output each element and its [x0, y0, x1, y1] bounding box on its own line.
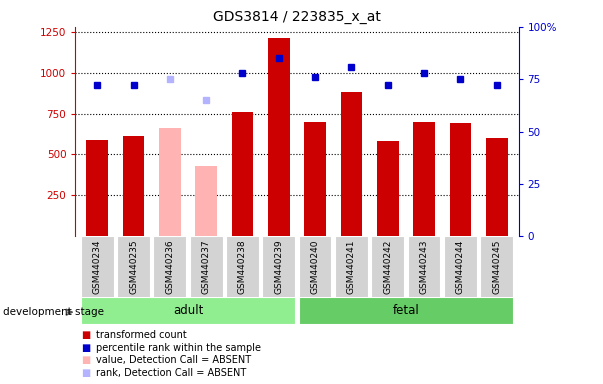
Title: GDS3814 / 223835_x_at: GDS3814 / 223835_x_at: [213, 10, 381, 25]
Bar: [159, 128, 181, 236]
Bar: [481, 236, 513, 298]
Text: ■: ■: [81, 330, 90, 340]
Text: GSM440242: GSM440242: [384, 239, 393, 294]
Text: GSM440237: GSM440237: [201, 239, 210, 294]
Text: GSM440234: GSM440234: [93, 239, 102, 294]
Bar: [377, 141, 399, 236]
Bar: [190, 236, 223, 298]
Bar: [268, 38, 289, 236]
Bar: [195, 166, 217, 236]
Text: ■: ■: [81, 343, 90, 353]
Text: percentile rank within the sample: percentile rank within the sample: [96, 343, 262, 353]
Text: transformed count: transformed count: [96, 330, 187, 340]
Text: ■: ■: [81, 368, 90, 378]
Text: rank, Detection Call = ABSENT: rank, Detection Call = ABSENT: [96, 368, 247, 378]
Text: GSM440235: GSM440235: [129, 239, 138, 294]
Text: value, Detection Call = ABSENT: value, Detection Call = ABSENT: [96, 355, 251, 365]
Text: GSM440243: GSM440243: [420, 239, 429, 294]
Text: GSM440245: GSM440245: [492, 239, 501, 294]
Text: fetal: fetal: [393, 304, 419, 317]
Bar: [299, 236, 332, 298]
Bar: [86, 140, 108, 236]
Bar: [335, 236, 368, 298]
Bar: [450, 123, 472, 236]
Text: GSM440239: GSM440239: [274, 239, 283, 294]
Text: GSM440236: GSM440236: [165, 239, 174, 294]
Bar: [341, 92, 362, 236]
Text: ■: ■: [81, 355, 90, 365]
Bar: [81, 236, 113, 298]
Bar: [262, 236, 295, 298]
Bar: [305, 122, 326, 236]
Text: development stage: development stage: [3, 307, 104, 317]
Bar: [122, 136, 144, 236]
Text: adult: adult: [173, 304, 203, 317]
Bar: [81, 297, 295, 324]
Text: GSM440240: GSM440240: [311, 239, 320, 294]
Bar: [371, 236, 404, 298]
Bar: [117, 236, 150, 298]
Text: GSM440241: GSM440241: [347, 239, 356, 294]
Bar: [486, 138, 508, 236]
Text: GSM440238: GSM440238: [238, 239, 247, 294]
Bar: [413, 122, 435, 236]
Bar: [154, 236, 186, 298]
Bar: [299, 297, 513, 324]
Text: GSM440244: GSM440244: [456, 239, 465, 294]
Bar: [408, 236, 440, 298]
Bar: [232, 112, 253, 236]
Bar: [226, 236, 259, 298]
Bar: [444, 236, 477, 298]
